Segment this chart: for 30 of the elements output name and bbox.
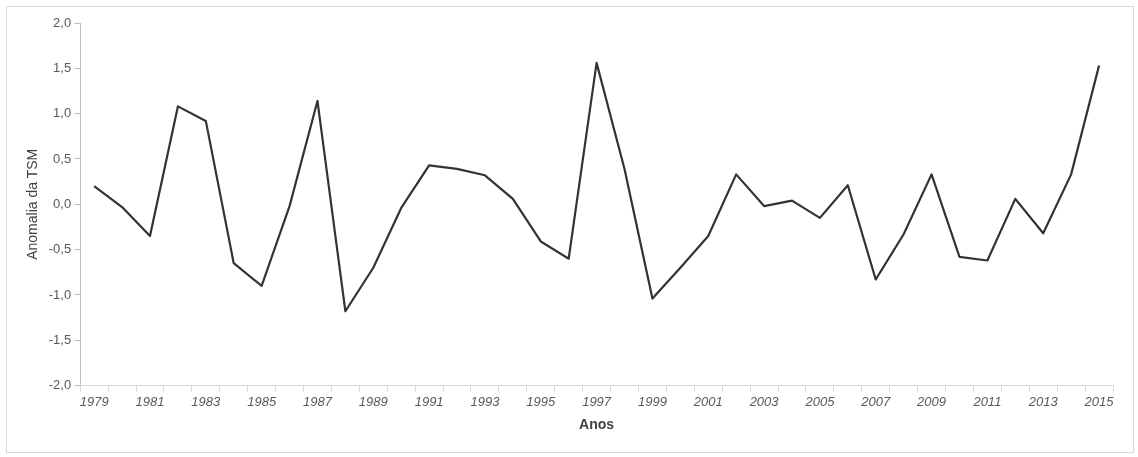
x-axis-title: Anos [579, 416, 615, 433]
y-tick-label: 0,5 [53, 150, 72, 166]
y-tick-label: -1,5 [48, 331, 72, 347]
x-tick-label: 1991 [414, 394, 444, 410]
y-tick-label: -0,5 [48, 241, 72, 257]
y-tick-label: 0,0 [53, 195, 72, 211]
x-tick-label: 2015 [1083, 394, 1115, 410]
y-tick-label: -1,0 [48, 286, 72, 302]
x-tick-label: 2013 [1027, 394, 1059, 410]
x-tick-label: 1999 [637, 394, 667, 410]
x-tick-label: 2003 [748, 394, 780, 410]
x-tick-label: 1983 [191, 394, 222, 410]
x-tick-label: 2011 [972, 394, 1002, 410]
x-tick-label: 1981 [135, 394, 165, 410]
x-tick-label: 2001 [692, 394, 723, 410]
y-tick-label: 1,5 [53, 59, 72, 75]
y-tick-label: 2,0 [53, 14, 72, 30]
y-tick-label: 1,0 [53, 105, 72, 121]
y-tick-label: -2,0 [48, 377, 72, 393]
x-tick-label: 1985 [247, 394, 277, 410]
x-tick-label: 1987 [303, 394, 333, 410]
x-tick-label: 1995 [526, 394, 556, 410]
y-axis-title: Anomalia da TSM [24, 148, 41, 260]
x-tick-label: 1993 [470, 394, 501, 410]
x-tick-label: 1989 [358, 394, 388, 410]
x-tick-label: 2007 [860, 394, 891, 410]
x-tick-label: 1979 [79, 394, 109, 410]
x-tick-label: 1997 [582, 394, 612, 410]
x-tick-label: 2005 [804, 394, 836, 410]
x-tick-label: 2009 [916, 394, 947, 410]
